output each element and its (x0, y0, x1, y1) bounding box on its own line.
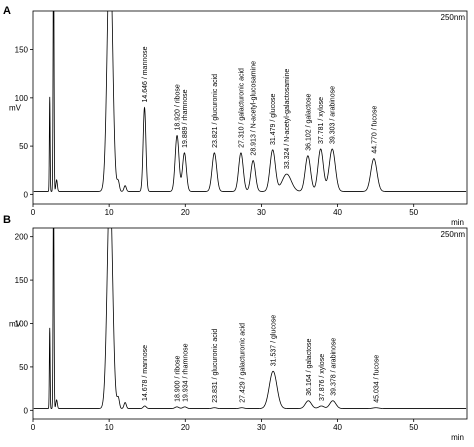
panel-b-ytick-label: 150 (15, 276, 29, 285)
panel-b-peak-label-3: 23.831 / glucuronic acid (212, 329, 219, 403)
panel-a-ytick-label: 150 (15, 46, 29, 55)
panel-b-xtick-label: 0 (31, 423, 36, 432)
panel-a-ytick-label: 50 (19, 142, 28, 151)
panel-b-signal-trace (33, 228, 467, 409)
panel-b-ytick-label: 50 (19, 363, 28, 372)
panel-b-peak-label-0: 14.678 / mannose (142, 345, 149, 401)
panel-b-xlabel: min (451, 433, 464, 442)
panel-a-peak-label-8: 36.102 / galactose (305, 93, 312, 150)
panel-b: B 250nm 0 50 100 150 200 0 10 20 30 40 50 mV min 14.678… (3, 214, 468, 442)
panel-b-peak-label-8: 39.378 / arabinose (330, 338, 337, 396)
panel-a-xtick-label: 30 (257, 208, 266, 217)
panel-a-peak-label-10: 39.303 / arabinose (330, 86, 337, 144)
panel-b-xtick-label: 20 (181, 423, 190, 432)
panel-b-ytick-label: 0 (24, 406, 29, 415)
panel-b-frame (32, 227, 468, 420)
panel-a-ylabel: mV (9, 104, 22, 113)
panel-a-xlabel: min (451, 218, 464, 227)
panel-a-wavelength-label: 250nm (441, 13, 466, 22)
panel-b-xtick-label: 40 (333, 423, 342, 432)
panel-b-wavelength-label: 250nm (441, 230, 466, 239)
panel-a-frame (32, 10, 468, 205)
panel-a-ytick-label: 0 (24, 190, 29, 199)
panel-a-peak-label-6: 31.479 / glucose (270, 93, 277, 144)
panel-b-peak-label-4: 27.429 / galacturonic acid (239, 323, 246, 403)
panel-a-peak-label-1: 18.920 / ribose (175, 84, 182, 130)
panel-b-xtick-label: 10 (105, 423, 114, 432)
panel-a-peak-label-4: 27.310 / galacturonic acid (238, 68, 245, 148)
panel-b-ytick-label: 100 (15, 320, 29, 329)
panel-a-peak-label-3: 23.821 / glucuronic acid (212, 74, 219, 148)
panel-b-peak-label-7: 37.876 / xylose (319, 354, 326, 401)
panel-b-peak-label-6: 36.164 / galactose (306, 338, 313, 395)
panel-a-xtick-label: 50 (409, 208, 418, 217)
panel-b-peak-label-1: 18.900 / ribose (174, 355, 181, 401)
panel-a-peak-label-7: 33.324 / N-acetyl-galactosamine (284, 69, 291, 169)
panel-a-peak-label-9: 37.781 / xylose (318, 97, 325, 144)
panel-a-ytick-label: 100 (15, 94, 29, 103)
panel-b-xtick-label: 50 (409, 423, 418, 432)
panel-a: A 250nm 0 50 100 150 0 10 20 30 40 50 mV min 14.646 / … (3, 5, 468, 227)
panel-a-letter: A (3, 5, 11, 17)
panel-a-signal-trace (33, 11, 467, 192)
panel-b-peak-label-2: 19.934 / rhamnose (182, 343, 189, 401)
panel-a-xtick-label: 0 (31, 208, 36, 217)
panel-a-peak-label-0: 14.646 / mannose (142, 46, 149, 102)
panel-b-peak-label-9: 45.034 / fucose (373, 355, 380, 403)
panel-a-xtick-label: 10 (105, 208, 114, 217)
panel-b-ylabel: mV (9, 320, 22, 329)
panel-a-peak-label-2: 19.889 / rhamnose (182, 89, 189, 147)
panel-a-peak-label-5: 28.913 / N-acetyl-glucosamine (251, 61, 258, 156)
panel-a-peak-label-11: 44.770 / fucose (371, 106, 378, 154)
panel-b-ytick-label: 200 (15, 233, 29, 242)
panel-b-peak-label-5: 31.537 / glucose (271, 315, 278, 366)
panel-a-xtick-label: 40 (333, 208, 342, 217)
panel-a-xtick-label: 20 (181, 208, 190, 217)
panel-b-letter: B (3, 214, 11, 226)
panel-b-xtick-label: 30 (257, 423, 266, 432)
